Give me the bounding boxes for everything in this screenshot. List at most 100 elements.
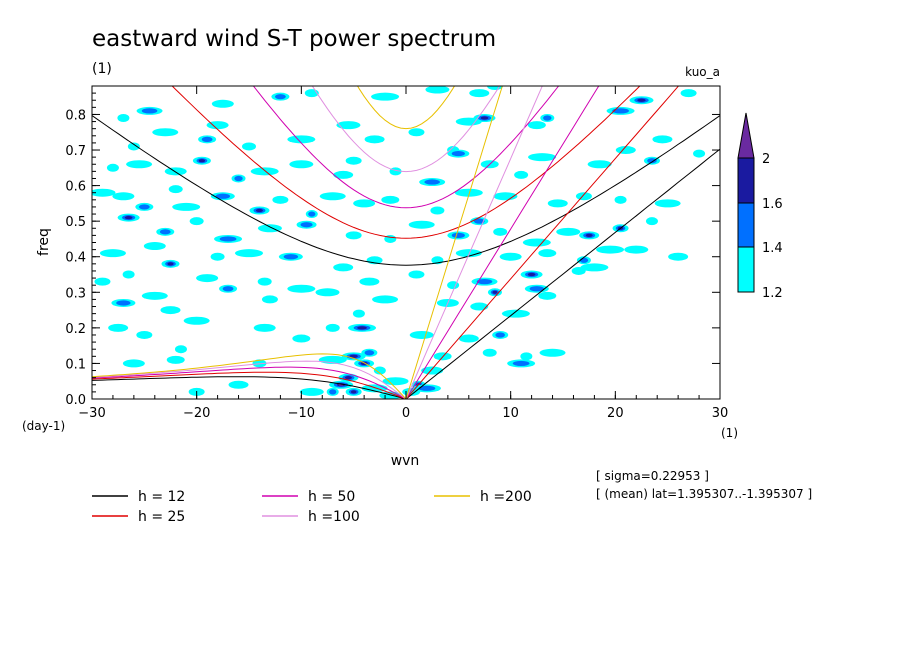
contour-patch-level3 [357,326,367,330]
rossby-curve [92,366,407,399]
contour-patch-level3 [585,233,593,237]
contour-patch [556,227,581,236]
y-tick-label: 0.0 [65,393,86,408]
contour-patch [614,195,627,204]
contour-patch [122,359,145,368]
contour-patch-level2 [612,108,629,114]
contour-patch-level2 [476,279,493,285]
inertia-gravity-curve [171,86,641,239]
contour-patch-level3 [198,159,206,163]
contour-patch [319,192,346,201]
contour-patch [126,160,153,169]
contour-patch [235,249,263,258]
colorbar-segment [737,202,755,248]
contour-patch [292,334,311,343]
contour-patch [624,245,649,254]
contour-patch [345,231,362,240]
contour-patch [257,277,272,286]
contour-patch-level2 [138,204,150,210]
contour-patch [315,288,340,297]
contour-patch-level2 [234,175,243,182]
contour-patch [547,199,568,208]
contour-patch [108,323,129,332]
contour-patch-level2 [473,218,485,224]
y-tick-label: 0.7 [65,144,86,159]
contour-patch [242,142,256,151]
kelvin-curve [405,86,600,399]
title-unit: (1) [92,61,112,77]
contour-patch [668,252,689,261]
contour-patch [189,217,204,226]
colorbar-label: 1.4 [762,241,783,256]
contour-patch [94,277,111,286]
contour-patch [654,199,681,208]
contour-patch [575,192,592,201]
contour-patch-level3 [492,290,498,294]
contour-patch-level3 [344,376,352,380]
legend-label: h = 50 [308,489,355,505]
contour-patch-level2 [283,254,299,260]
contour-patch-level3 [167,262,174,266]
contour-patch [333,263,354,272]
x-tick-label: 0 [402,406,410,421]
rossby-curve [92,376,407,399]
run-tag: kuo_a [685,65,720,79]
contour-patch [680,89,697,98]
y-unit: (day-1) [22,419,65,433]
colorbar: 1.2 1.4 1.6 2 [737,112,783,301]
contour-patch [287,284,316,293]
contour-patch [99,249,126,258]
x-tick-label: −30 [78,406,105,421]
contour-patch [345,156,362,165]
contour-patch-level2 [451,150,465,157]
contour-patch-level2 [418,385,436,391]
contour-patch-level2 [451,232,465,238]
x-axis-label: wvn [391,453,420,469]
inertia-gravity-curve [252,86,560,209]
rossby-curve [92,371,407,399]
x-tick-label: 20 [607,406,624,421]
legend: h = 12 h = 25 h = 50 h =100 h =200 [92,489,532,525]
contour-patch [136,330,153,339]
x-unit: (1) [721,426,738,440]
contour-patch [455,249,482,258]
inertia-gravity-curve [92,115,720,266]
contour-patch [172,202,201,211]
legend-label: h = 12 [138,489,185,505]
y-tick-label: 0.2 [65,322,86,337]
contour-patch [359,277,380,286]
contour-patch-level3 [527,272,536,277]
kelvin-curve [405,148,720,399]
contour-patch [425,86,450,94]
contour-patch [482,348,497,357]
contour-patch-level2 [495,332,506,338]
x-tick-label: 30 [712,406,729,421]
rossby-curve [92,353,407,399]
contour-patch [527,121,546,130]
colorbar-segment [737,246,755,293]
contour-patch-level2 [159,229,171,235]
contour-patch [371,92,400,101]
legend-label: h =200 [480,489,532,505]
contour-patch [430,206,445,215]
contour-patch [409,330,434,339]
contour-patch [127,142,140,151]
contour-patch [364,135,385,144]
colorbar-triangle [737,112,755,159]
contour-patch [164,167,187,176]
power-contours [92,86,706,399]
contour-patch [652,135,673,144]
contour-patch [168,185,183,194]
contour-patch [381,195,400,204]
contour-patch [325,323,340,332]
contour-patch [447,281,460,290]
contour-patch [538,291,557,300]
contour-patch-level3 [124,216,133,220]
contour-patch [141,291,168,300]
contour-patch [522,238,551,247]
contour-patch [287,135,316,144]
contour-patch [210,252,225,261]
contour-patch [112,192,135,201]
contour-patch [501,309,530,318]
